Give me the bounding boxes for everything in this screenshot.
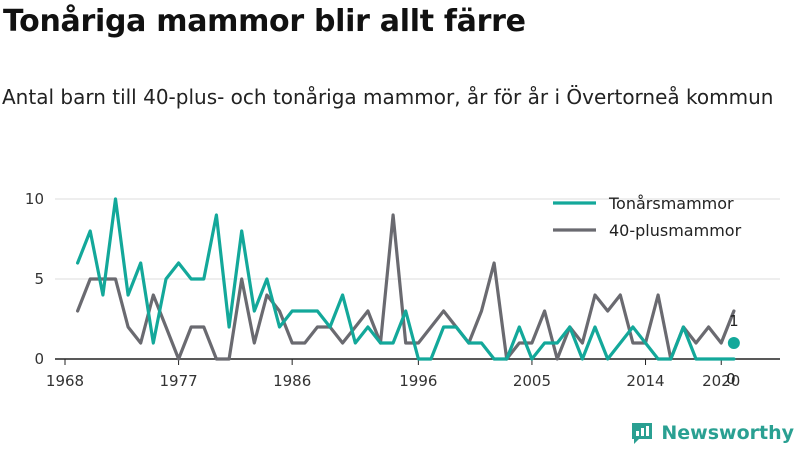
x-tick-label: 2014	[626, 372, 664, 390]
chart-title: Tonåriga mammor blir allt färre	[3, 4, 526, 39]
end-label-tonarsmammor: 1	[729, 312, 739, 330]
y-tick-label: 5	[34, 270, 44, 288]
brand-name: Newsworthy	[661, 422, 794, 444]
x-tick-label: 1996	[399, 372, 437, 390]
x-tick-label: 2020	[702, 372, 740, 390]
y-tick-label: 10	[25, 190, 44, 208]
x-tick-label: 2005	[513, 372, 551, 390]
gridlines	[55, 198, 780, 280]
legend-label-40-plusmammor: 40-plusmammor	[609, 221, 742, 240]
series-lines: 10	[75, 197, 740, 388]
end-point-tonarsmammor	[727, 337, 740, 349]
bar-chart-logo-icon	[632, 423, 653, 444]
series-line-40-plusmammor	[75, 213, 736, 361]
x-tick-label: 1986	[273, 372, 311, 390]
legend: Tonårsmammor 40-plusmammor	[553, 194, 742, 240]
end-label-40-plusmammor: 0	[726, 370, 736, 388]
x-tick-label: 1977	[159, 372, 197, 390]
chart-subtitle: Antal barn till 40-plus- och tonåriga ma…	[2, 85, 774, 109]
legend-label-tonarsmammor: Tonårsmammor	[608, 194, 734, 213]
x-tick-label: 1968	[46, 372, 84, 390]
y-tick-label: 0	[34, 350, 44, 368]
brand-logo: Newsworthy	[629, 420, 794, 446]
series-line-tonarsmammor	[75, 197, 736, 361]
